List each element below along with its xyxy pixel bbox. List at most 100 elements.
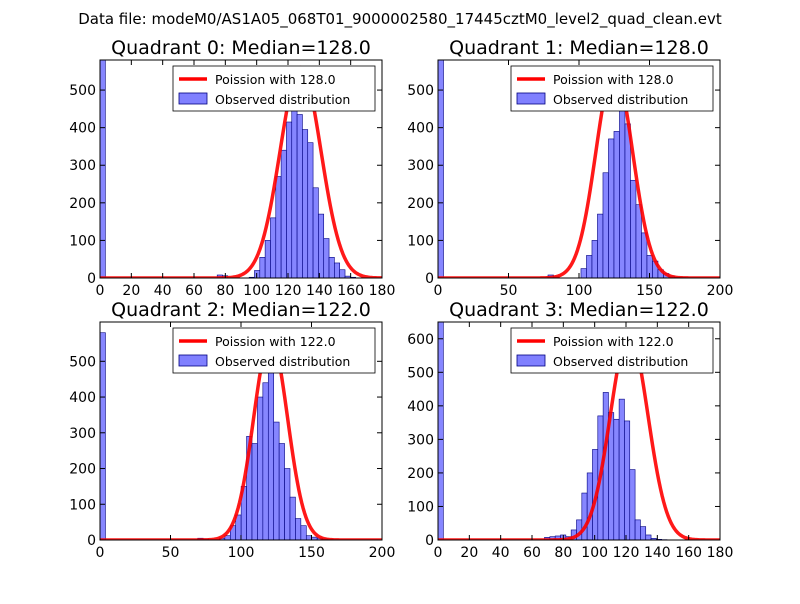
x-tick-label: 0 xyxy=(96,283,105,299)
x-tick-label: 120 xyxy=(613,545,640,561)
legend-hist-swatch xyxy=(179,355,207,366)
quadrant-1-title: Quadrant 1: Median=128.0 xyxy=(449,37,709,59)
x-tick-label: 0 xyxy=(434,283,443,299)
histogram-bar xyxy=(625,124,630,278)
x-tick-label: 140 xyxy=(306,283,333,299)
histogram-bar xyxy=(295,519,300,540)
legend-curve-label: Poission with 128.0 xyxy=(553,72,674,87)
y-tick-label: 400 xyxy=(407,399,434,415)
quadrant-0-title: Quadrant 0: Median=128.0 xyxy=(111,37,371,59)
histogram-bar xyxy=(592,240,597,278)
y-tick-label: 100 xyxy=(69,233,96,249)
histogram-bar xyxy=(603,173,608,278)
histogram-bar xyxy=(252,444,257,540)
histogram-bar xyxy=(581,269,586,278)
histogram-bar xyxy=(324,239,329,278)
legend-hist-label: Observed distribution xyxy=(215,354,350,369)
y-tick-label: 0 xyxy=(425,533,434,549)
histogram-bar xyxy=(614,419,619,540)
x-tick-label: 50 xyxy=(162,545,180,561)
y-tick-label: 300 xyxy=(69,158,96,174)
x-tick-label: 60 xyxy=(185,283,203,299)
y-tick-label: 500 xyxy=(407,365,434,381)
x-tick-label: 0 xyxy=(434,545,443,561)
y-tick-label: 400 xyxy=(69,121,96,137)
x-tick-label: 0 xyxy=(96,545,105,561)
x-tick-label: 120 xyxy=(275,283,302,299)
histogram-bar xyxy=(260,257,265,278)
histogram-bar xyxy=(286,122,291,278)
histogram-bar xyxy=(302,130,307,278)
histogram-bar xyxy=(635,520,640,540)
legend-curve-label: Poission with 122.0 xyxy=(553,334,674,349)
y-tick-label: 200 xyxy=(407,196,434,212)
histogram-bar xyxy=(290,497,295,540)
histogram-bar xyxy=(624,421,629,540)
x-tick-label: 180 xyxy=(707,545,734,561)
histogram-bar xyxy=(640,527,645,540)
x-tick-label: 100 xyxy=(243,283,270,299)
legend-curve-label: Poission with 122.0 xyxy=(215,334,336,349)
legend-hist-swatch xyxy=(517,93,545,104)
histogram-bar xyxy=(614,131,619,278)
histogram-bar xyxy=(297,115,302,279)
x-tick-label: 150 xyxy=(636,283,663,299)
x-tick-label: 20 xyxy=(122,283,140,299)
y-tick-label: 300 xyxy=(407,158,434,174)
y-tick-label: 400 xyxy=(69,390,96,406)
histogram-bar xyxy=(313,188,318,278)
histogram-bar xyxy=(586,255,591,278)
x-tick-label: 140 xyxy=(644,545,671,561)
histogram-bar xyxy=(301,526,306,540)
x-tick-label: 100 xyxy=(566,283,593,299)
quadrant-3-title: Quadrant 3: Median=122.0 xyxy=(449,299,709,321)
x-tick-label: 60 xyxy=(523,545,541,561)
legend: Poission with 122.0 Observed distribution xyxy=(511,328,713,373)
histogram-bar xyxy=(292,107,297,278)
figure-suptitle: Data file: modeM0/AS1A05_068T01_90000025… xyxy=(78,10,722,29)
x-tick-label: 100 xyxy=(581,545,608,561)
y-tick-label: 600 xyxy=(407,332,434,348)
histogram-bar xyxy=(646,535,651,540)
x-tick-label: 160 xyxy=(675,545,702,561)
histogram-bar xyxy=(334,263,339,278)
histogram-bar xyxy=(641,233,646,278)
legend-hist-swatch xyxy=(517,355,545,366)
x-tick-label: 100 xyxy=(228,545,255,561)
histogram-bar xyxy=(636,205,641,278)
x-tick-label: 200 xyxy=(707,283,734,299)
y-tick-label: 200 xyxy=(407,466,434,482)
y-tick-label: 500 xyxy=(69,83,96,99)
y-tick-label: 500 xyxy=(407,83,434,99)
histogram-bar xyxy=(619,399,624,540)
histogram-bar xyxy=(308,143,313,278)
histogram-bar xyxy=(306,536,311,540)
x-tick-label: 150 xyxy=(298,545,325,561)
histogram-bar xyxy=(268,361,273,540)
histogram-bar xyxy=(597,214,602,278)
x-tick-label: 40 xyxy=(154,283,172,299)
y-tick-label: 500 xyxy=(69,354,96,370)
legend: Poission with 122.0 Observed distribution xyxy=(173,328,375,373)
histogram-bar xyxy=(318,214,323,278)
histogram-bar xyxy=(100,60,105,278)
x-tick-label: 20 xyxy=(460,545,478,561)
x-tick-label: 80 xyxy=(216,283,234,299)
histogram-bar xyxy=(630,470,635,540)
histogram-bar xyxy=(608,139,613,278)
legend-hist-label: Observed distribution xyxy=(215,92,350,107)
histogram-bar xyxy=(630,180,635,278)
legend-hist-label: Observed distribution xyxy=(553,354,688,369)
y-tick-label: 0 xyxy=(87,533,96,549)
x-tick-label: 180 xyxy=(369,283,396,299)
histogram-bar xyxy=(263,383,268,540)
histogram-bar xyxy=(270,218,275,278)
y-tick-label: 300 xyxy=(407,432,434,448)
